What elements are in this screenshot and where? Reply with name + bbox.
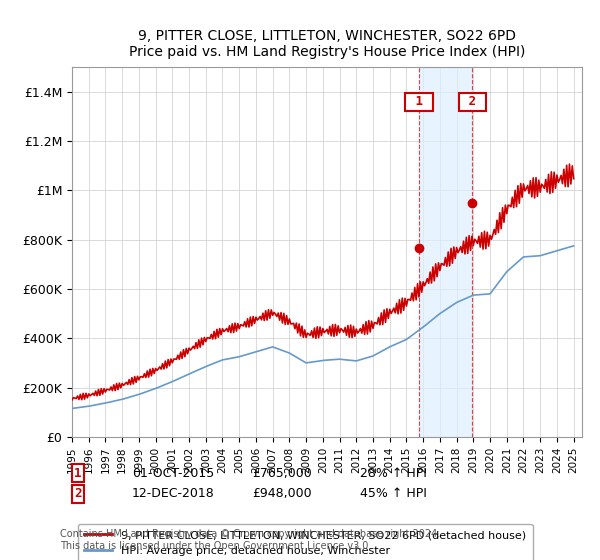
Title: 9, PITTER CLOSE, LITTLETON, WINCHESTER, SO22 6PD
Price paid vs. HM Land Registry: 9, PITTER CLOSE, LITTLETON, WINCHESTER, … — [129, 29, 525, 59]
Text: 2: 2 — [461, 95, 484, 108]
Text: 12-DEC-2018: 12-DEC-2018 — [132, 487, 215, 501]
Text: 28% ↑ HPI: 28% ↑ HPI — [360, 466, 427, 480]
Text: 1: 1 — [74, 466, 82, 480]
Text: 2: 2 — [74, 487, 82, 501]
Text: 01-OCT-2015: 01-OCT-2015 — [132, 466, 214, 480]
Text: £765,000: £765,000 — [252, 466, 312, 480]
Text: 45% ↑ HPI: 45% ↑ HPI — [360, 487, 427, 501]
Text: 1: 1 — [408, 95, 430, 108]
Text: Contains HM Land Registry data © Crown copyright and database right 2024.
This d: Contains HM Land Registry data © Crown c… — [60, 529, 440, 551]
Legend: 9, PITTER CLOSE, LITTLETON, WINCHESTER, SO22 6PD (detached house), HPI: Average : 9, PITTER CLOSE, LITTLETON, WINCHESTER, … — [77, 524, 533, 560]
Text: £948,000: £948,000 — [252, 487, 311, 501]
